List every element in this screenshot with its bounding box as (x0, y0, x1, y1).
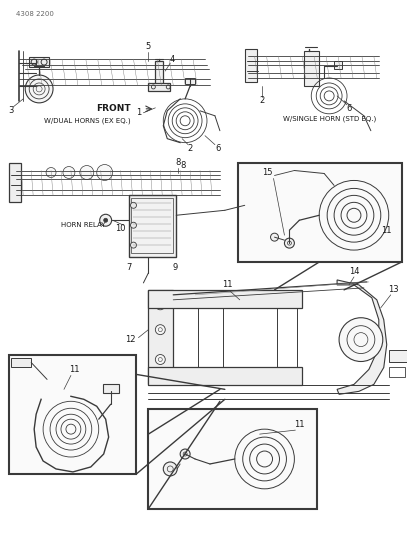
Text: 9: 9 (173, 263, 178, 272)
Text: 6: 6 (346, 104, 352, 114)
Text: FRONT: FRONT (96, 104, 131, 114)
Text: HORN RELAY: HORN RELAY (61, 222, 106, 228)
Circle shape (131, 222, 136, 228)
Text: 4: 4 (170, 54, 175, 63)
Bar (149, 83, 170, 91)
Text: 13: 13 (388, 285, 399, 294)
Circle shape (80, 166, 94, 180)
Text: 6: 6 (215, 144, 221, 153)
Text: 11: 11 (381, 225, 392, 235)
Text: 14: 14 (349, 268, 359, 277)
Text: 15: 15 (262, 168, 273, 177)
Bar (149, 290, 302, 308)
Bar (131, 198, 173, 253)
Text: 10: 10 (115, 224, 126, 233)
Circle shape (131, 242, 136, 248)
Text: W/DUAL HORNS (EX EQ.): W/DUAL HORNS (EX EQ.) (44, 117, 131, 124)
Bar (149, 367, 302, 385)
Circle shape (104, 218, 108, 222)
Bar (389, 350, 407, 361)
Bar (9, 354, 136, 474)
Circle shape (131, 203, 136, 208)
Circle shape (339, 318, 383, 361)
Text: 5: 5 (146, 42, 151, 51)
Bar (149, 290, 173, 384)
Text: 2: 2 (187, 144, 193, 153)
Bar (304, 51, 319, 86)
Circle shape (46, 167, 56, 177)
Text: 11: 11 (69, 365, 79, 374)
Text: 7: 7 (126, 263, 131, 272)
Circle shape (155, 325, 165, 335)
Circle shape (271, 233, 279, 241)
Text: 11: 11 (294, 419, 305, 429)
Polygon shape (337, 280, 387, 394)
Text: 11: 11 (223, 280, 233, 289)
Circle shape (25, 75, 53, 103)
Text: 8: 8 (180, 161, 186, 170)
Bar (155, 61, 163, 86)
Circle shape (155, 300, 165, 310)
Text: 4308 2200: 4308 2200 (16, 11, 54, 18)
Circle shape (63, 166, 75, 179)
Circle shape (155, 354, 165, 365)
Text: 1: 1 (136, 108, 141, 117)
Bar (389, 367, 405, 377)
Circle shape (97, 165, 113, 181)
Text: 8: 8 (175, 158, 181, 167)
Bar (185, 78, 195, 84)
Bar (11, 358, 31, 367)
Circle shape (284, 238, 295, 248)
Circle shape (163, 462, 177, 476)
Circle shape (180, 449, 190, 459)
Text: 12: 12 (125, 335, 136, 344)
Text: W/SINGLE HORN (STD EQ.): W/SINGLE HORN (STD EQ.) (282, 116, 376, 122)
Bar (29, 57, 49, 67)
Text: 2: 2 (259, 96, 264, 106)
Bar (103, 384, 119, 393)
Bar (238, 163, 401, 262)
Bar (9, 163, 21, 203)
Bar (129, 196, 176, 257)
Bar (334, 61, 342, 69)
Text: 3: 3 (9, 106, 14, 115)
Circle shape (100, 214, 112, 226)
Bar (245, 49, 257, 82)
Bar (149, 409, 317, 508)
